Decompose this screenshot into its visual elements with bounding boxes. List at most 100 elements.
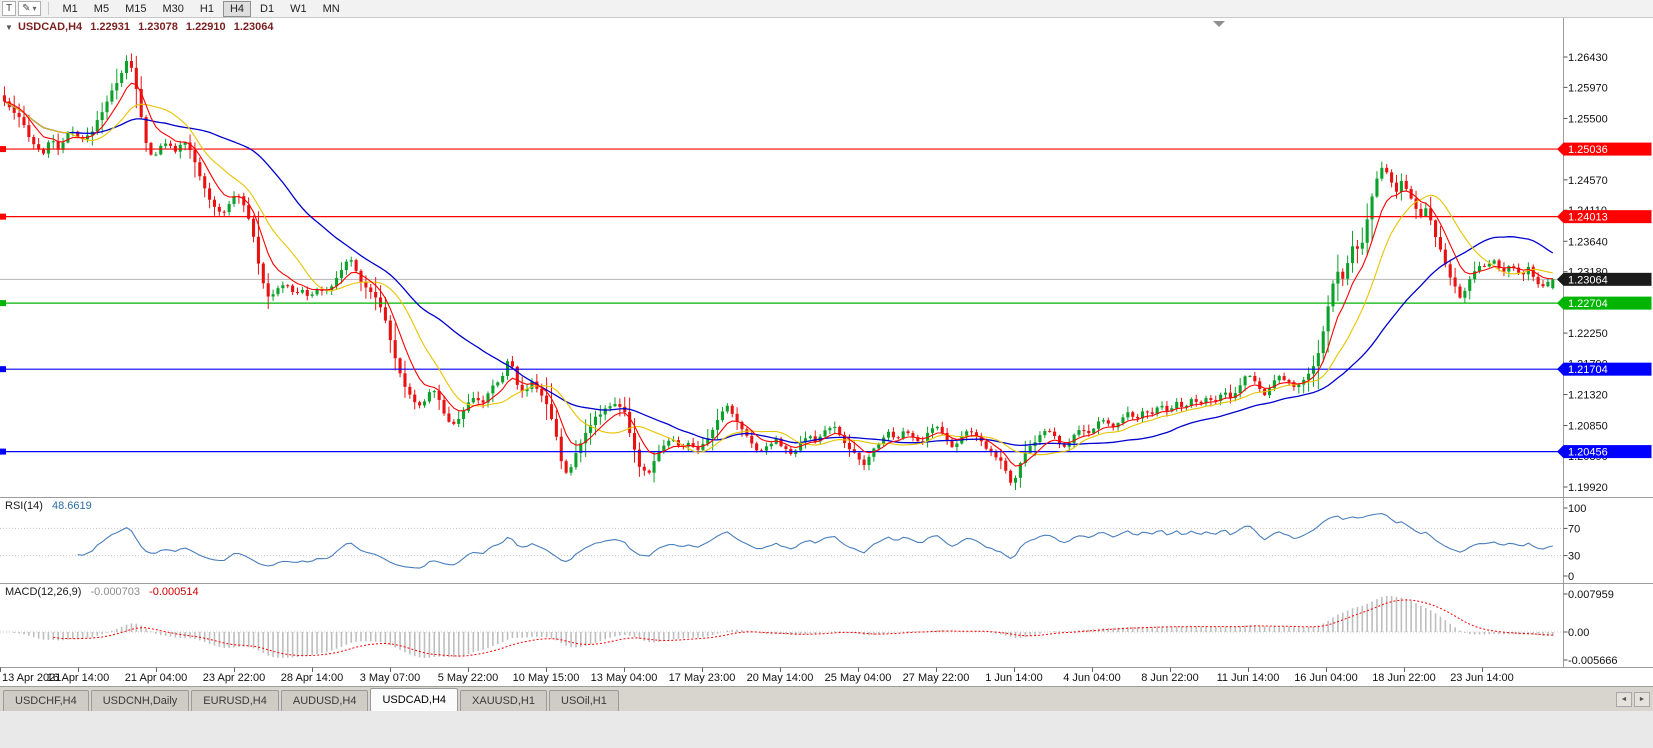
time-tick-label: 1 Jun 14:00 [985, 672, 1043, 684]
chart-shift-marker-icon[interactable] [1213, 21, 1225, 27]
timeframe-m15-button[interactable]: M15 [118, 1, 153, 17]
macd-tick-label: 0.00 [1568, 627, 1589, 639]
price-tick-label: 1.25500 [1568, 113, 1608, 125]
time-tick-label: 13 May 04:00 [591, 672, 658, 684]
tab-usdcad-h4[interactable]: USDCAD,H4 [370, 688, 459, 711]
time-tick-label: 21 Apr 04:00 [125, 672, 187, 684]
price-level-label-1.25036[interactable]: 1.25036 [1557, 142, 1652, 157]
chart-ohlc-header: ▼ USDCAD,H4 1.22931 1.23078 1.22910 1.23… [5, 21, 278, 33]
price-level-label-1.20456[interactable]: 1.20456 [1557, 445, 1652, 459]
price-level-label-1.21704[interactable]: 1.21704 [1557, 362, 1652, 377]
ohlc-low: 1.22910 [185, 21, 226, 33]
rsi-name: RSI(14) [5, 500, 43, 512]
time-tick-label: 5 May 22:00 [438, 672, 499, 684]
tab-usoil-h1[interactable]: USOil,H1 [549, 690, 619, 711]
draw-tool-button[interactable]: ✎ ▾ [18, 1, 41, 16]
rsi-axis: 100 70 30 0 [1563, 503, 1586, 583]
timeframe-m30-button[interactable]: M30 [155, 1, 190, 17]
macd-axis: 0.007959 0.00 -0.005666 [1563, 589, 1618, 667]
time-tick-label: 28 Apr 14:00 [281, 672, 343, 684]
ma-slow-line [4, 100, 1554, 447]
rsi-tick-label: 70 [1568, 523, 1580, 535]
time-tick-label: 16 Apr 14:00 [47, 672, 109, 684]
svg-text:1.20456: 1.20456 [1568, 447, 1608, 459]
collapse-triangle-icon[interactable]: ▼ [5, 23, 13, 32]
time-tick-label: 8 Jun 22:00 [1141, 672, 1199, 684]
svg-text:1.23064: 1.23064 [1568, 274, 1608, 286]
ma-fast-line [4, 82, 1553, 467]
price-level-line-1.20456[interactable] [0, 448, 1563, 455]
rsi-value: 48.6619 [51, 500, 92, 512]
time-tick-label: 3 May 07:00 [360, 672, 421, 684]
ohlc-high: 1.23078 [138, 21, 178, 33]
macd-histogram [13, 595, 1554, 658]
time-tick-label: 17 May 23:00 [669, 672, 736, 684]
macd-main-value: -0.000703 [90, 586, 141, 598]
price-level-line-1.21704[interactable] [0, 366, 1563, 373]
time-tick-label: 11 Jun 14:00 [1217, 672, 1280, 684]
price-tick-label: 1.21320 [1568, 390, 1608, 402]
rsi-line [77, 513, 1553, 569]
price-level-line-1.25036[interactable] [0, 146, 1563, 153]
time-tick-label: 27 May 22:00 [903, 672, 970, 684]
timeframe-m5-button[interactable]: M5 [87, 1, 116, 17]
time-tick-label: 10 May 15:00 [513, 672, 580, 684]
rsi-pane-label: RSI(14) 48.6619 [5, 500, 98, 512]
macd-signal-value: -0.000514 [149, 586, 199, 598]
price-tick-label: 1.24570 [1568, 175, 1608, 187]
time-tick-label: 23 Apr 22:00 [203, 672, 265, 684]
timeframe-h1-button[interactable]: H1 [193, 1, 221, 17]
tabs-scroll-right-button[interactable]: ► [1634, 692, 1650, 707]
price-tick-label: 1.20850 [1568, 421, 1608, 433]
timeframe-h4-button[interactable]: H4 [222, 0, 252, 17]
time-tick-label: 4 Jun 04:00 [1063, 672, 1121, 684]
text-tool-button[interactable]: T [2, 1, 17, 16]
bottom-filler [0, 711, 1653, 748]
timeframe-mn-button[interactable]: MN [316, 1, 347, 17]
macd-tick-label: 0.007959 [1568, 589, 1614, 601]
tab-xauusd-h1[interactable]: XAUUSD,H1 [460, 690, 547, 711]
timeframe-d1-button[interactable]: D1 [253, 1, 281, 17]
macd-name: MACD(12,26,9) [5, 586, 82, 598]
toolbar-separator [47, 2, 49, 15]
time-tick-label: 13 Apr 2021 [2, 672, 61, 684]
tab-scroll-arrows: ◄ ► [1616, 692, 1650, 711]
time-tick-label: 20 May 14:00 [747, 672, 814, 684]
ma-mid-line [4, 101, 1553, 456]
chart-background [0, 18, 1653, 686]
price-level-label-1.22704[interactable]: 1.22704 [1557, 296, 1652, 311]
tab-usdchf-h4[interactable]: USDCHF,H4 [3, 690, 89, 711]
chart-tab-bar: USDCHF,H4 USDCNH,Daily EURUSD,H4 AUDUSD,… [0, 686, 1653, 711]
price-level-line-1.22704[interactable] [0, 300, 1563, 307]
price-level-label-1.24013[interactable]: 1.24013 [1557, 210, 1652, 224]
price-tick-label: 1.26430 [1568, 52, 1608, 64]
svg-text:1.25036: 1.25036 [1568, 144, 1608, 156]
timeframe-m1-button[interactable]: M1 [56, 1, 85, 17]
rsi-tick-label: 30 [1568, 551, 1580, 563]
current-price-label: 1.23064 [1557, 272, 1652, 286]
price-tick-label: 1.22250 [1568, 328, 1608, 340]
chevron-down-icon: ▾ [32, 3, 37, 13]
price-tick-label: 1.25970 [1568, 82, 1608, 94]
rsi-tick-label: 0 [1568, 571, 1574, 583]
time-tick-label: 18 Jun 22:00 [1372, 672, 1436, 684]
svg-text:1.24013: 1.24013 [1568, 212, 1608, 224]
time-tick-label: 25 May 04:00 [825, 672, 892, 684]
timeframe-w1-button[interactable]: W1 [283, 1, 314, 17]
tab-eurusd-h4[interactable]: EURUSD,H4 [191, 690, 279, 711]
tabs-scroll-left-button[interactable]: ◄ [1616, 692, 1632, 707]
svg-text:1.22704: 1.22704 [1568, 298, 1608, 310]
tab-audusd-h4[interactable]: AUDUSD,H4 [280, 690, 369, 711]
ohlc-open: 1.22931 [90, 21, 130, 33]
pencil-icon: ✎ [22, 2, 31, 14]
macd-signal-line [53, 599, 1553, 657]
time-tick-label: 23 Jun 14:00 [1450, 672, 1514, 684]
text-tool-label: T [6, 2, 13, 14]
macd-pane-label: MACD(12,26,9) -0.000703 -0.000514 [5, 586, 205, 598]
top-toolbar: T ✎ ▾ M1 M5 M15 M30 H1 H4 D1 W1 MN [0, 0, 1653, 18]
price-level-line-1.24013[interactable] [0, 213, 1563, 220]
tab-usdcnh-daily[interactable]: USDCNH,Daily [90, 690, 190, 711]
